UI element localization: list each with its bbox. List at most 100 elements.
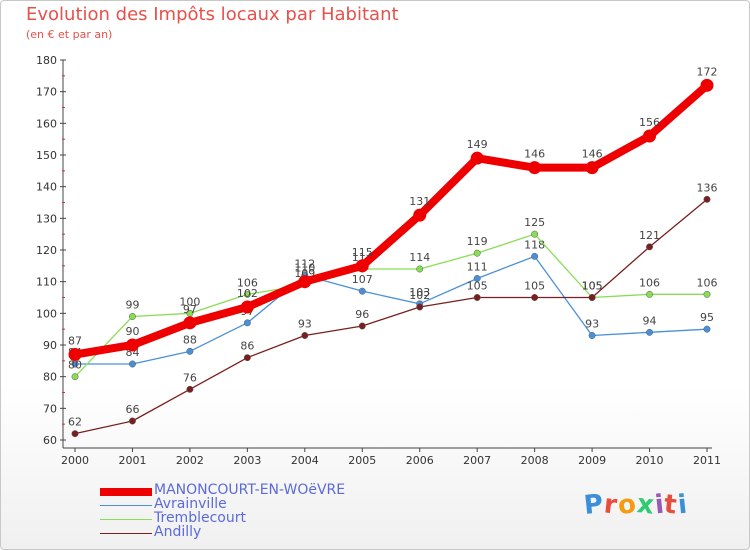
- data-point: [301, 332, 309, 339]
- data-label: 94: [643, 314, 657, 327]
- x-tick-label: 2001: [118, 454, 146, 467]
- data-label: 121: [639, 229, 660, 242]
- data-label: 146: [524, 148, 545, 161]
- data-point: [358, 322, 366, 330]
- data-point: [643, 129, 657, 143]
- data-point: [700, 78, 714, 92]
- y-tick-label: 150: [36, 149, 57, 162]
- data-point: [646, 290, 653, 298]
- data-point: [243, 290, 251, 298]
- data-label: 118: [524, 238, 545, 251]
- data-point: [186, 347, 194, 355]
- data-label: 110: [294, 262, 315, 275]
- data-point: [416, 303, 424, 311]
- data-label: 149: [467, 138, 488, 151]
- data-point: [703, 195, 711, 203]
- data-label: 106: [639, 276, 660, 289]
- y-tick-label: 160: [36, 117, 57, 130]
- y-tick-label: 130: [36, 212, 57, 225]
- data-point: [413, 208, 427, 222]
- data-point: [129, 313, 136, 320]
- data-label: 76: [183, 371, 197, 384]
- data-point: [129, 360, 136, 368]
- data-label: 112: [294, 257, 315, 270]
- data-label: 102: [237, 287, 258, 300]
- data-label: 105: [524, 280, 545, 293]
- data-label: 136: [697, 181, 718, 194]
- legend-swatch: [100, 488, 152, 496]
- y-tick-label: 180: [36, 54, 57, 67]
- legend-label: Avrainville: [154, 496, 227, 512]
- data-point: [588, 332, 596, 339]
- data-label: 146: [582, 148, 603, 161]
- data-point: [243, 354, 251, 362]
- data-point: [358, 287, 366, 295]
- data-label: 62: [68, 416, 82, 429]
- data-point: [646, 243, 653, 251]
- y-tick-label: 140: [36, 181, 57, 194]
- data-label: 88: [183, 333, 197, 346]
- data-label: 66: [125, 403, 139, 416]
- data-point: [588, 294, 596, 301]
- data-label: 102: [409, 289, 430, 302]
- series-line: [74, 255, 708, 365]
- data-label: 96: [355, 308, 369, 321]
- data-label: 95: [700, 311, 714, 324]
- data-label: 105: [467, 280, 488, 293]
- y-tick-label: 80: [43, 371, 57, 384]
- data-label: 114: [409, 251, 430, 264]
- y-tick-label: 90: [43, 339, 57, 352]
- x-tick-label: 2005: [348, 454, 376, 467]
- data-label: 90: [125, 325, 139, 338]
- legend-swatch: [100, 533, 152, 534]
- legend-label: Tremblecourt: [154, 510, 246, 526]
- data-point: [183, 316, 197, 330]
- data-point: [473, 275, 481, 282]
- y-tick-label: 170: [36, 86, 57, 99]
- y-tick-label: 120: [36, 244, 57, 257]
- series-line: [71, 81, 711, 359]
- x-tick-label: 2010: [636, 454, 664, 467]
- x-tick-label: 2011: [693, 454, 721, 467]
- data-point: [470, 151, 484, 165]
- data-label: 105: [582, 280, 603, 293]
- legend-label: Andilly: [154, 524, 202, 540]
- data-point: [473, 294, 481, 301]
- x-tick-label: 2009: [578, 454, 606, 467]
- y-tick-label: 110: [36, 276, 57, 289]
- x-tick-label: 2006: [406, 454, 434, 467]
- data-point: [528, 161, 542, 175]
- data-point: [71, 373, 79, 381]
- series-line: [74, 233, 708, 378]
- data-label: 172: [697, 65, 718, 78]
- chart-title: Evolution des Impôts locaux par Habitant: [26, 4, 399, 25]
- data-label: 93: [585, 318, 599, 331]
- series-line: [74, 198, 708, 435]
- data-point: [355, 259, 369, 273]
- data-point: [703, 290, 711, 298]
- data-label: 86: [240, 340, 254, 353]
- data-label: 103: [409, 286, 430, 299]
- data-point: [416, 265, 424, 273]
- x-tick-label: 2007: [463, 454, 491, 467]
- legend-swatch: [100, 505, 152, 506]
- data-label: 106: [237, 276, 258, 289]
- legend-swatch: [100, 519, 152, 520]
- data-point: [240, 300, 254, 314]
- x-tick-label: 2004: [291, 454, 319, 467]
- x-tick-label: 2000: [61, 454, 89, 467]
- x-tick-label: 2003: [233, 454, 261, 467]
- data-label: 97: [183, 303, 197, 316]
- data-point: [186, 385, 194, 393]
- data-label: 119: [467, 235, 488, 248]
- x-tick-label: 2008: [521, 454, 549, 467]
- data-label: 125: [524, 216, 545, 229]
- data-point: [68, 348, 82, 361]
- data-label: 87: [68, 335, 82, 348]
- data-label: 131: [409, 195, 430, 208]
- data-label: 99: [125, 299, 139, 312]
- data-point: [71, 430, 79, 438]
- data-label: 156: [639, 116, 660, 129]
- data-label: 80: [68, 359, 82, 372]
